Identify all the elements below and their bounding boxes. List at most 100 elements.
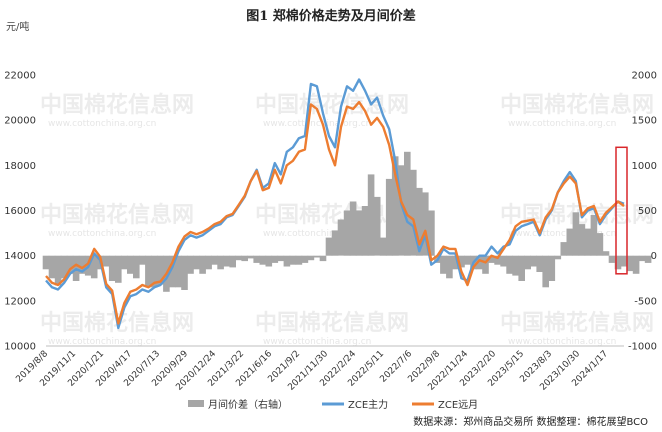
spread-bar [199, 255, 206, 274]
spread-bar [253, 255, 260, 263]
spread-bar [241, 255, 248, 262]
spread-bar [464, 255, 471, 265]
source-note: 数据来源：郑州商品交易所 数据整理：棉花展望BCO [413, 415, 648, 428]
spread-bar [410, 169, 417, 256]
spread-bar [301, 255, 309, 263]
spread-bar [337, 219, 345, 256]
spread-bar [277, 255, 285, 262]
spread-bar [295, 255, 303, 265]
spread-bar [391, 156, 399, 256]
spread-bar [115, 255, 122, 283]
spread-bar [500, 255, 507, 267]
spread-bar [307, 255, 315, 261]
spread-bar [404, 151, 411, 256]
spread-bar [367, 174, 375, 256]
watermark-url: www.cottonchina.org.cn [508, 229, 616, 239]
spread-bar [193, 255, 200, 270]
watermark-url: www.cottonchina.org.cn [263, 229, 371, 239]
spread-bar [476, 255, 483, 270]
spread-bar [446, 255, 453, 279]
spread-bar [590, 215, 598, 256]
left-tick-label: 18000 [4, 161, 36, 172]
watermark-url: www.cottonchina.org.cn [48, 229, 156, 239]
right-tick-label: 2000 [632, 71, 657, 82]
spread-bar [596, 233, 604, 256]
watermark-text: 中国棉花信息网 [40, 92, 194, 118]
watermark-text: 中国棉花信息网 [500, 92, 654, 118]
spread-bar [60, 255, 68, 279]
legend-label: 月间价差（右轴） [208, 398, 288, 411]
spread-bar [145, 255, 152, 288]
spread-bar [572, 212, 580, 256]
spread-bar [440, 255, 447, 274]
spread-bar [379, 237, 387, 256]
spread-bar [632, 255, 640, 274]
spread-bar [536, 255, 543, 272]
left-axis-unit: 元/吨 [6, 20, 29, 33]
spread-bar [151, 255, 158, 288]
spread-bar [127, 255, 134, 274]
left-tick-label: 22000 [4, 71, 36, 82]
zce-main-line [45, 78, 625, 330]
watermark-url: www.cottonchina.org.cn [508, 337, 616, 347]
spread-bar [482, 255, 489, 274]
watermark-url: www.cottonchina.org.cn [263, 119, 371, 129]
spread-bar [614, 255, 622, 270]
spread-bar [319, 255, 327, 262]
spread-bar [157, 255, 164, 285]
spread-bar [211, 255, 218, 265]
spread-bar [530, 255, 537, 267]
right-axis-ticks: 2000 1500 1000 500 0 -500 -1000 [628, 71, 657, 353]
spread-bar [313, 255, 321, 258]
spread-bar [512, 255, 519, 276]
spread-bar [48, 255, 56, 279]
zce-far-line [45, 100, 625, 325]
watermark-text: 中国棉花信息网 [255, 310, 409, 336]
spread-bar [506, 255, 513, 274]
watermark-text: 中国棉花信息网 [500, 310, 654, 336]
spread-bar [494, 255, 501, 265]
legend-label: ZCE主力 [348, 398, 388, 411]
spread-bar [66, 255, 74, 274]
spread-bar [385, 178, 393, 256]
spread-bar [524, 255, 531, 270]
spread-bar [452, 255, 459, 270]
left-tick-label: 10000 [4, 342, 36, 353]
spread-bar [271, 255, 279, 263]
spread-bar [584, 228, 592, 256]
spread-bar [247, 255, 254, 259]
spread-bar [223, 255, 230, 267]
spread-bar [428, 210, 435, 256]
spread-bar [78, 255, 86, 274]
spread-bar [181, 255, 188, 290]
right-tick-label: 1000 [632, 161, 657, 172]
spread-bar [416, 187, 423, 256]
spread-bar [638, 255, 646, 262]
spread-bar [349, 201, 357, 256]
spread-bar [422, 192, 429, 256]
x-axis-ticks: 2019/8/82019/11/12020/1/212020/4/172020/… [14, 349, 610, 393]
spread-bar [259, 255, 267, 265]
left-axis-ticks: 22000 20000 18000 16000 14000 12000 10000 [4, 71, 36, 353]
watermark-url: www.cottonchina.org.cn [508, 119, 616, 129]
spread-bar [578, 224, 586, 256]
highlight-box [615, 146, 628, 275]
right-tick-label: 500 [638, 206, 657, 217]
spread-bar [560, 242, 568, 256]
spread-bar [554, 255, 562, 260]
legend-swatch-spread [188, 400, 204, 407]
right-tick-label: -500 [634, 296, 657, 307]
spread-bar [283, 255, 291, 267]
spread-bar [205, 255, 212, 270]
spread-bar [355, 210, 363, 256]
spread-bar [373, 196, 381, 256]
spread-bar [169, 255, 176, 288]
left-tick-label: 16000 [4, 206, 36, 217]
left-tick-label: 12000 [4, 296, 36, 307]
spread-bar [217, 255, 224, 270]
spread-bar [488, 255, 495, 263]
spread-bar [608, 255, 616, 263]
spread-bar [54, 255, 62, 286]
